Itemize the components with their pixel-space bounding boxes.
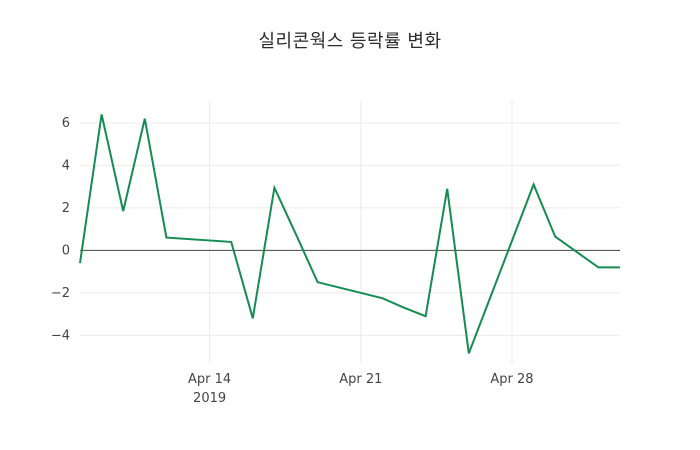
y-tick-label: 2 (62, 201, 70, 216)
chart-title: 실리콘웍스 등락률 변화 (258, 31, 442, 52)
x-tick-label: Apr 28 (490, 372, 533, 387)
y-tick-label: 6 (62, 116, 70, 131)
y-tick-label: −4 (51, 329, 70, 344)
x-tick-sublabel: 2019 (193, 391, 226, 406)
y-tick-label: −2 (51, 286, 70, 301)
y-tick-label: 0 (62, 244, 70, 259)
series-line (79, 114, 620, 354)
x-tick-label: Apr 21 (339, 372, 382, 387)
x-tick-label: Apr 14 (188, 372, 231, 387)
y-tick-label: 4 (62, 159, 70, 174)
